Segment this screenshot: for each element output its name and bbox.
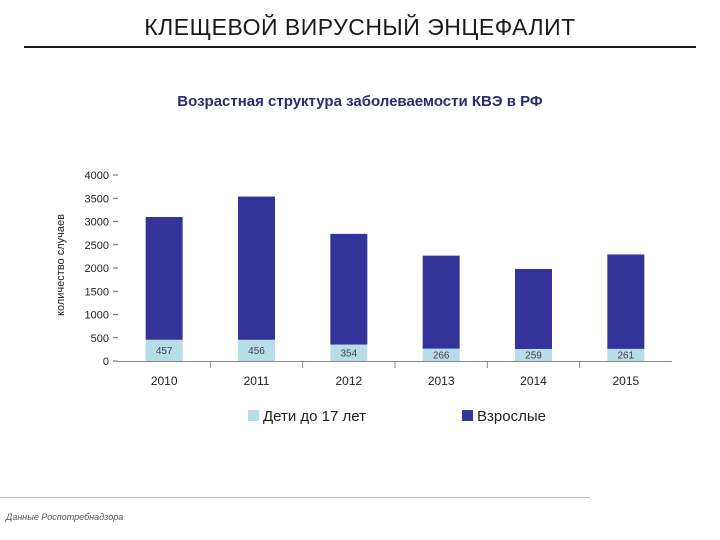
- data-label: 266: [433, 350, 450, 361]
- bar-chart: 0 500 1000 1500 2000 2500 3000 3500 4000 количест…: [55, 170, 672, 425]
- data-label: 261: [617, 350, 634, 361]
- data-label: 259: [525, 350, 542, 361]
- bar-adults: [607, 254, 645, 349]
- bar-children: [607, 348, 645, 361]
- bar-children: [145, 339, 183, 361]
- x-tick-label: 2011: [244, 374, 270, 388]
- bar-children: [330, 344, 368, 361]
- footer-divider: [0, 497, 590, 498]
- legend-label: Дети до 17 лет: [263, 408, 366, 425]
- y-tick-label: 3500: [85, 193, 109, 205]
- bar-children: [238, 339, 275, 361]
- chart-title: Возрастная структура заболеваемости КВЭ …: [177, 93, 543, 110]
- bar-children: [515, 348, 552, 361]
- bar-adults: [330, 233, 368, 345]
- y-tick-label: 500: [91, 333, 109, 345]
- source-note: Данные Роспотребнадзора: [6, 512, 124, 522]
- bar-children: [422, 348, 460, 361]
- y-tick-label: 3000: [85, 217, 109, 229]
- data-label: 456: [248, 346, 265, 357]
- legend-label: Взрослые: [477, 408, 546, 425]
- y-tick-label: 2500: [85, 240, 109, 252]
- legend-swatch: [462, 410, 473, 421]
- legend-swatch: [248, 410, 259, 421]
- y-tick-label: 0: [103, 356, 109, 368]
- slide-title: КЛЕЩЕВОЙ ВИРУСНЫЙ ЭНЦЕФАЛИТ: [144, 14, 576, 40]
- bar-adults: [145, 216, 183, 340]
- x-tick-label: 2015: [612, 374, 639, 388]
- x-tick-label: 2012: [335, 374, 362, 388]
- x-tick-label: 2013: [428, 374, 455, 388]
- y-tick-label: 2000: [85, 263, 109, 275]
- data-label: 354: [340, 348, 357, 359]
- y-tick-label: 1500: [85, 286, 109, 298]
- data-label: 457: [156, 346, 173, 357]
- y-tick-label: 1000: [85, 310, 109, 322]
- title-divider: [24, 46, 696, 48]
- bar-adults: [515, 268, 552, 349]
- y-axis-title: количество случаев: [55, 214, 67, 316]
- y-tick-label: 4000: [85, 170, 109, 182]
- bar-adults: [238, 196, 275, 340]
- bar-adults: [422, 255, 460, 349]
- x-tick-label: 2014: [520, 374, 547, 388]
- x-tick-label: 2010: [151, 374, 178, 388]
